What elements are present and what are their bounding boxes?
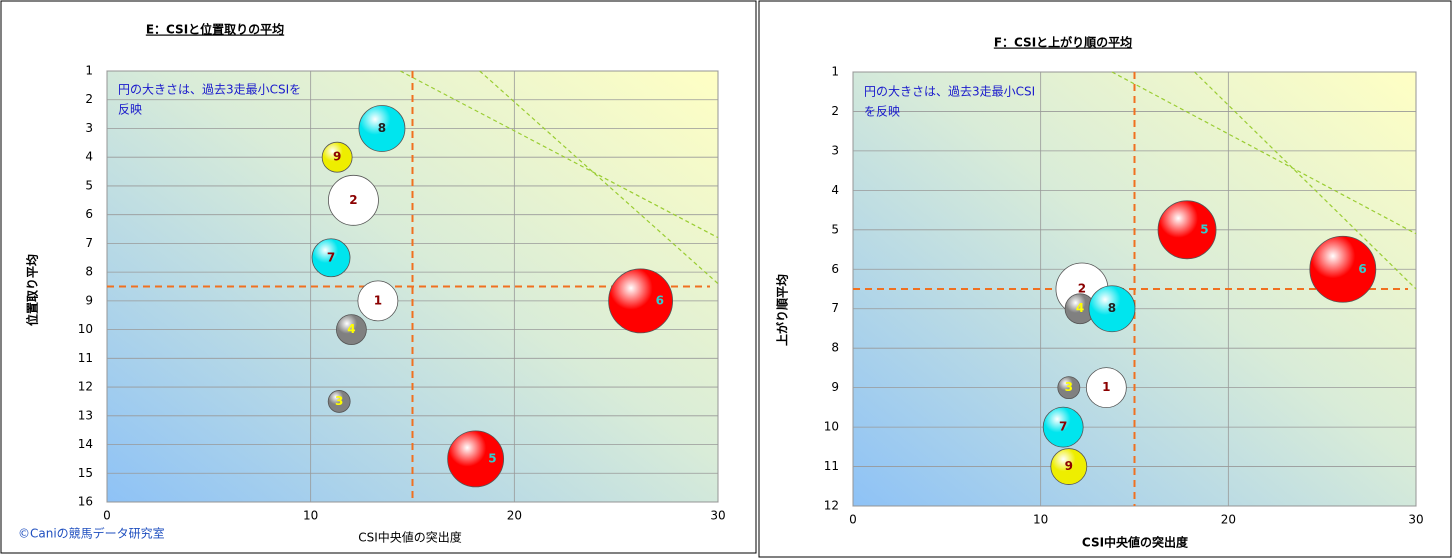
y-tick-label: 5 (85, 178, 93, 192)
bubble (358, 105, 406, 152)
y-tick-label: 16 (78, 495, 93, 509)
bubble (1042, 406, 1084, 448)
chart-title: F：CSIと上がり順の平均 (994, 35, 1132, 50)
y-axis-label: 上がり順平均 (775, 274, 790, 346)
bubble-label: 6 (1358, 262, 1366, 276)
y-tick-label: 9 (85, 293, 93, 307)
y-tick-label: 2 (831, 104, 839, 118)
bubble (1050, 448, 1088, 485)
y-tick-label: 11 (78, 351, 93, 365)
x-axis-label: CSI中央値の突出度 (1082, 535, 1189, 550)
x-tick-label: 10 (1033, 513, 1048, 527)
bubble (608, 268, 674, 334)
y-tick-label: 13 (78, 408, 93, 422)
x-tick-label: 30 (1408, 513, 1423, 527)
bubble-label: 8 (1108, 301, 1116, 315)
x-tick-label: 10 (303, 509, 318, 523)
bubble (1085, 367, 1127, 409)
chart-title: E：CSIと位置取りの平均 (146, 22, 284, 37)
y-tick-label: 3 (85, 121, 93, 135)
y-tick-label: 6 (831, 262, 839, 276)
bubble-label: 7 (1059, 420, 1067, 434)
reference-diagonal (479, 70, 719, 285)
bubble (1157, 200, 1217, 260)
reference-diagonal (1111, 71, 1417, 235)
y-tick-label: 9 (831, 380, 839, 394)
y-tick-label: 10 (78, 322, 93, 336)
y-tick-label: 6 (85, 207, 93, 221)
bubble-label: 1 (1102, 380, 1110, 394)
y-tick-label: 7 (831, 301, 839, 315)
y-tick-label: 4 (831, 183, 839, 197)
bubble-label: 9 (1065, 459, 1073, 473)
x-tick-label: 30 (710, 509, 725, 523)
bubble-label: 2 (349, 193, 357, 207)
bubble (447, 430, 505, 488)
y-tick-label: 1 (85, 64, 93, 78)
bubble (328, 174, 379, 226)
bubble-label: 6 (656, 293, 664, 307)
credit: ©Caniの競馬データ研究室 (18, 526, 165, 541)
annotation: 円の大きさは、過去3走最小CSI (864, 85, 1035, 99)
y-tick-label: 3 (831, 143, 839, 157)
bubble-label: 3 (335, 394, 343, 408)
y-tick-label: 12 (824, 499, 839, 513)
bubble-label: 4 (347, 322, 355, 336)
bubble-label: 5 (488, 451, 496, 465)
x-tick-label: 0 (849, 513, 857, 527)
bubble-label: 4 (1076, 301, 1084, 315)
reference-diagonal (1194, 71, 1417, 290)
bubble (327, 390, 351, 413)
y-tick-label: 8 (831, 341, 839, 355)
bubble (1309, 235, 1377, 303)
reference-diagonal (400, 70, 719, 239)
y-tick-label: 8 (85, 265, 93, 279)
y-tick-label: 14 (78, 437, 93, 451)
bubble (335, 314, 367, 346)
y-tick-label: 7 (85, 236, 93, 250)
bubble (321, 141, 353, 173)
x-tick-label: 0 (103, 509, 111, 523)
annotation: 反映 (118, 103, 142, 117)
bubble-label: 1 (374, 293, 382, 307)
bubble (311, 238, 351, 278)
bubble-label: 5 (1200, 222, 1208, 236)
y-tick-label: 10 (824, 420, 839, 434)
annotation: を反映 (864, 105, 900, 119)
bubble (1057, 376, 1081, 400)
y-tick-label: 1 (831, 65, 839, 79)
bubble (1088, 285, 1136, 333)
bubble-label: 9 (333, 150, 341, 164)
bubble-label: 2 (1078, 282, 1086, 296)
x-axis-label: CSI中央値の突出度 (358, 530, 462, 545)
y-tick-label: 11 (824, 459, 839, 473)
bubble-label: 7 (327, 250, 335, 264)
bubble-label: 3 (1065, 380, 1073, 394)
y-tick-label: 15 (78, 466, 93, 480)
x-tick-label: 20 (507, 509, 522, 523)
y-tick-label: 4 (85, 150, 93, 164)
y-tick-label: 12 (78, 380, 93, 394)
y-tick-label: 5 (831, 222, 839, 236)
x-tick-label: 20 (1221, 513, 1236, 527)
y-axis-label: 位置取り平均 (25, 254, 40, 326)
y-tick-label: 2 (85, 92, 93, 106)
bubble-label: 8 (378, 121, 386, 135)
bubble (357, 280, 399, 322)
annotation: 円の大きさは、過去3走最小CSIを (118, 83, 301, 97)
